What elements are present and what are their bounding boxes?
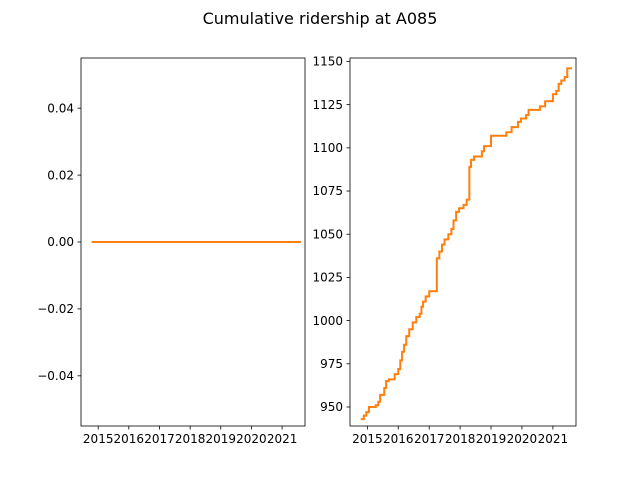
x-tick-label: 2021 <box>267 432 298 446</box>
y-tick-label: 0.00 <box>47 235 74 249</box>
y-tick-label: −0.02 <box>37 302 74 316</box>
y-tick-label: 1125 <box>312 98 343 112</box>
y-tick-label: 1100 <box>312 141 343 155</box>
axes-frame <box>349 57 577 427</box>
y-tick-label: 1025 <box>312 271 343 285</box>
x-tick-label: 2017 <box>144 432 175 446</box>
x-tick-label: 2020 <box>507 432 538 446</box>
figure-suptitle: Cumulative ridership at A085 <box>203 9 438 28</box>
x-tick-label: 2018 <box>445 432 476 446</box>
x-tick-label: 2021 <box>538 432 569 446</box>
y-tick-label: −0.04 <box>37 369 74 383</box>
y-tick-label: 0.02 <box>47 168 74 182</box>
right-axes: 2015 2016 2017 2018 2019 2020 2021 950 975 1000 10… <box>312 55 577 446</box>
y-tick-label: 1000 <box>312 314 343 328</box>
x-tick-label: 2020 <box>236 432 267 446</box>
y-tick-label: 1075 <box>312 184 343 198</box>
y-tick-label: 1150 <box>312 55 343 69</box>
x-tick-label: 2015 <box>352 432 383 446</box>
x-tick-label: 2019 <box>476 432 507 446</box>
y-tick-label: 0.04 <box>47 101 74 115</box>
y-tick-label: 975 <box>320 357 343 371</box>
left-axes: 2015 2016 2017 2018 2019 2020 2021 −0.04 −0.02 0.… <box>37 57 306 446</box>
x-tick-label: 2018 <box>175 432 206 446</box>
series-line-0 <box>360 67 573 421</box>
x-tick-label: 2017 <box>414 432 445 446</box>
y-tick-label: 950 <box>320 400 343 414</box>
x-tick-label: 2015 <box>83 432 114 446</box>
x-tick-label: 2016 <box>114 432 145 446</box>
y-tick-label: 1050 <box>312 227 343 241</box>
x-tick-label: 2019 <box>205 432 236 446</box>
x-tick-label: 2016 <box>383 432 414 446</box>
